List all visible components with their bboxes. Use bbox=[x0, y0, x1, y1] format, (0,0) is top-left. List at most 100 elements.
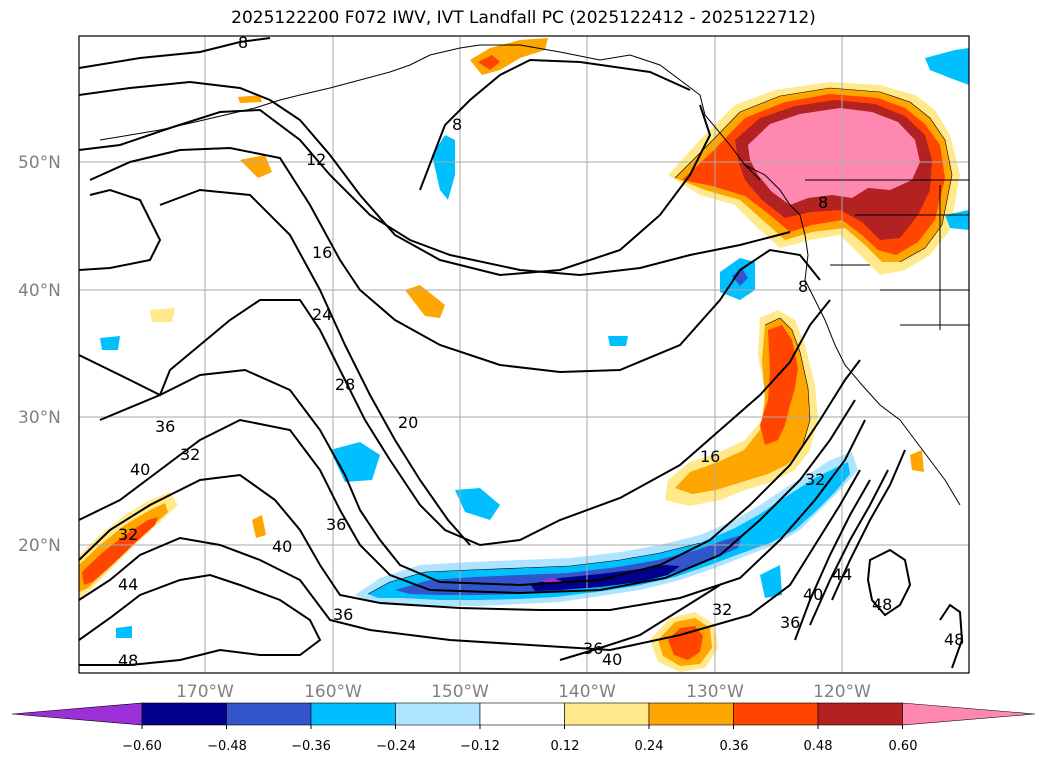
colorbar-label: 0.48 bbox=[804, 739, 833, 754]
iwv-contour-36-b bbox=[794, 479, 871, 641]
colorbar-label: −0.12 bbox=[460, 739, 500, 754]
iwv-label: 36 bbox=[780, 613, 800, 632]
iwv-label: 48 bbox=[944, 630, 964, 649]
lon-label-150w: 150°W bbox=[431, 682, 489, 702]
iwv-label: 32 bbox=[712, 600, 732, 619]
iwv-label: 36 bbox=[326, 515, 346, 534]
colorbar-segment bbox=[226, 702, 312, 726]
iwv-label: 32 bbox=[805, 470, 825, 489]
iwv-label: 8 bbox=[818, 193, 828, 212]
map-title: 2025122200 F072 IWV, IVT Landfall PC (20… bbox=[231, 8, 816, 28]
colorbar-segment bbox=[310, 702, 396, 726]
iwv-label: 16 bbox=[700, 447, 720, 466]
lat-label-40n: 40°N bbox=[18, 281, 61, 301]
pc-fill-small-11 bbox=[760, 565, 782, 598]
iwv-contour-48 bbox=[866, 548, 912, 617]
lon-label-160w: 160°W bbox=[304, 682, 362, 702]
pc-fill-negative-mid-dark bbox=[732, 268, 748, 286]
plot-frame bbox=[78, 35, 970, 674]
iwv-contour-28 bbox=[99, 359, 861, 587]
longitude-labels: 170°W 160°W 150°W 140°W 130°W 120°W bbox=[176, 682, 871, 702]
colorbar-label: −0.36 bbox=[291, 739, 331, 754]
iwv-label: 8 bbox=[798, 277, 808, 296]
colorbar-segment bbox=[733, 702, 819, 726]
colorbar-segment bbox=[817, 702, 903, 726]
pc-fill-small-2 bbox=[240, 155, 272, 178]
iwv-contour-44 bbox=[79, 573, 322, 666]
pc-fill-small-3 bbox=[238, 95, 262, 103]
pc-fill-negative-north bbox=[432, 135, 455, 200]
iwv-label: 8 bbox=[238, 33, 248, 52]
lon-label-130w: 130°W bbox=[686, 682, 744, 702]
colorbar-tick-labels: −0.60 −0.48 −0.36 −0.24 −0.12 0.12 0.24 … bbox=[122, 739, 917, 754]
iwv-label: 40 bbox=[130, 460, 150, 479]
pc-fill-negative-band-outer bbox=[355, 452, 858, 606]
iwv-label: 40 bbox=[602, 650, 622, 669]
lat-label-50n: 50°N bbox=[18, 153, 61, 173]
lat-label-30n: 30°N bbox=[18, 408, 61, 428]
colorbar-segment bbox=[564, 702, 650, 726]
colorbar-segments bbox=[11, 702, 1036, 726]
coastline-aleutians bbox=[99, 54, 431, 141]
iwv-label: 48 bbox=[872, 595, 892, 614]
iwv-label: 40 bbox=[803, 585, 823, 604]
iwv-contour-16 bbox=[89, 146, 821, 374]
iwv-label: 20 bbox=[398, 413, 418, 432]
graticule bbox=[79, 36, 969, 673]
colorbar-label: −0.24 bbox=[376, 739, 416, 754]
pc-fill-negative-ne bbox=[925, 48, 969, 85]
pc-fill-small-10 bbox=[608, 336, 628, 346]
iwv-contour-36-c bbox=[559, 584, 721, 661]
colorbar-segment bbox=[11, 702, 143, 726]
colorbar-label: 0.36 bbox=[720, 739, 749, 754]
iwv-label: 32 bbox=[118, 525, 138, 544]
iwv-contour-48-b bbox=[939, 603, 964, 669]
iwv-contour-44-b bbox=[831, 449, 906, 601]
pc-fill-negative-band-mid bbox=[395, 535, 742, 595]
pc-fill-positive-bottom-red bbox=[668, 626, 703, 660]
colorbar-label: −0.60 bbox=[122, 739, 162, 754]
iwv-contour-20 bbox=[79, 299, 831, 547]
iwv-label: 12 bbox=[306, 150, 326, 169]
iwv-label: 24 bbox=[312, 305, 332, 324]
pc-fill-small-12 bbox=[116, 626, 132, 638]
iwv-contour-40 bbox=[79, 469, 861, 652]
iwv-contour-8-c bbox=[419, 58, 691, 191]
iwv-label: 16 bbox=[312, 243, 332, 262]
colorbar-ticks bbox=[141, 725, 903, 729]
pc-fill-small-4 bbox=[252, 515, 266, 538]
colorbar-segment bbox=[648, 702, 734, 726]
latitude-labels: 50°N 40°N 30°N 20°N bbox=[18, 153, 61, 556]
iwv-label: 44 bbox=[832, 565, 852, 584]
pc-fill-small-9 bbox=[100, 336, 120, 350]
iwv-contours bbox=[79, 37, 964, 669]
iwv-contour-8 bbox=[79, 37, 271, 69]
iwv-label: 36 bbox=[583, 639, 603, 658]
pc-fill-layer bbox=[79, 38, 969, 672]
pc-fill-small-1 bbox=[405, 285, 445, 318]
iwv-label: 40 bbox=[272, 537, 292, 556]
pc-fill-small-8 bbox=[455, 488, 500, 520]
colorbar-segment bbox=[141, 702, 227, 726]
pc-fill-small-5 bbox=[910, 450, 924, 472]
pc-fill-small-6 bbox=[150, 308, 175, 322]
colorbar-label: 0.12 bbox=[551, 739, 580, 754]
lon-label-170w: 170°W bbox=[176, 682, 234, 702]
iwv-label: 28 bbox=[335, 375, 355, 394]
lat-label-20n: 20°N bbox=[18, 536, 61, 556]
iwv-contour-32 bbox=[79, 399, 856, 595]
iwv-label: 36 bbox=[155, 417, 175, 436]
coastline-alaska bbox=[429, 44, 761, 181]
pc-fill-positive-nw-pink bbox=[748, 108, 920, 205]
iwv-label: 48 bbox=[118, 651, 138, 670]
pc-fill-positive-north-red bbox=[478, 55, 500, 70]
colorbar: −0.60 −0.48 −0.36 −0.24 −0.12 0.12 0.24 … bbox=[11, 702, 1036, 754]
state-borders bbox=[805, 179, 969, 330]
colorbar-segment bbox=[902, 702, 1036, 726]
lon-label-140w: 140°W bbox=[558, 682, 616, 702]
coastline-bc bbox=[744, 164, 961, 506]
colorbar-label: 0.24 bbox=[635, 739, 664, 754]
iwv-label: 32 bbox=[180, 445, 200, 464]
iwv-contour-36 bbox=[79, 419, 866, 611]
